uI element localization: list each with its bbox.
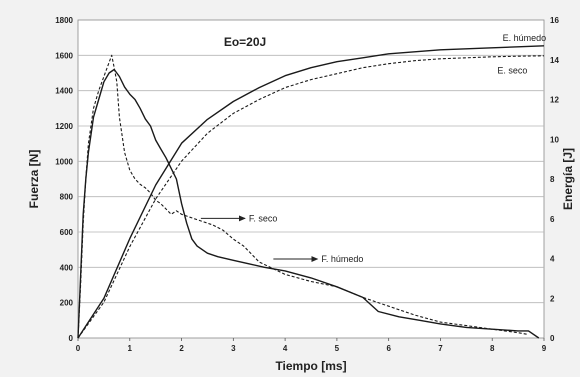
y-tick-label: 1800 bbox=[55, 16, 73, 25]
y2-tick-label: 8 bbox=[550, 175, 555, 184]
y2-axis-title: Energía [J] bbox=[561, 148, 575, 210]
y-tick-label: 600 bbox=[60, 228, 74, 237]
axis-ticks: 0200400600800100012001400160018000246810… bbox=[55, 16, 559, 353]
y2-tick-label: 14 bbox=[550, 56, 559, 65]
series-e-h-medo-line bbox=[77, 45, 545, 339]
series-f-seco-line bbox=[77, 54, 529, 339]
y-tick-label: 1000 bbox=[55, 157, 73, 166]
y-tick-label: 1200 bbox=[55, 122, 73, 131]
x-axis-title: Tiempo [ms] bbox=[275, 359, 346, 373]
chart-title: Eo=20J bbox=[224, 35, 266, 49]
x-tick-label: 8 bbox=[490, 344, 495, 353]
y2-tick-label: 12 bbox=[550, 96, 559, 105]
y2-tick-label: 10 bbox=[550, 135, 559, 144]
x-tick-label: 3 bbox=[231, 344, 236, 353]
x-tick-label: 2 bbox=[179, 344, 184, 353]
x-tick-label: 5 bbox=[335, 344, 340, 353]
y2-tick-label: 16 bbox=[550, 16, 559, 25]
annotation-label: F. húmedo bbox=[321, 254, 363, 264]
grid-lines bbox=[78, 54, 544, 304]
x-tick-label: 6 bbox=[386, 344, 391, 353]
annotation-label: F. seco bbox=[249, 213, 278, 223]
x-tick-label: 4 bbox=[283, 344, 288, 353]
series-f-h-medo-line bbox=[77, 68, 540, 339]
annotation-label: E. húmedo bbox=[503, 33, 547, 43]
y2-tick-label: 2 bbox=[550, 294, 555, 303]
y-tick-label: 0 bbox=[69, 334, 74, 343]
series-e-seco-line bbox=[77, 55, 545, 339]
x-tick-label: 7 bbox=[438, 344, 443, 353]
y-axis-title: Fuerza [N] bbox=[27, 150, 41, 209]
x-tick-label: 0 bbox=[76, 344, 81, 353]
y-tick-label: 400 bbox=[60, 263, 74, 272]
annotations: E. húmedo E. seco F. seco F. húmedo bbox=[200, 33, 547, 264]
plot-area bbox=[77, 19, 545, 339]
y-tick-label: 1600 bbox=[55, 51, 73, 60]
y-tick-label: 200 bbox=[60, 299, 74, 308]
y2-tick-label: 6 bbox=[550, 215, 555, 224]
y2-tick-label: 0 bbox=[550, 334, 555, 343]
x-tick-label: 9 bbox=[542, 344, 547, 353]
y-tick-label: 1400 bbox=[55, 87, 73, 96]
data-series bbox=[77, 45, 545, 339]
annotation-label: E. seco bbox=[497, 66, 527, 76]
y-tick-label: 800 bbox=[60, 193, 74, 202]
x-tick-label: 1 bbox=[128, 344, 133, 353]
y2-tick-label: 4 bbox=[550, 255, 555, 264]
